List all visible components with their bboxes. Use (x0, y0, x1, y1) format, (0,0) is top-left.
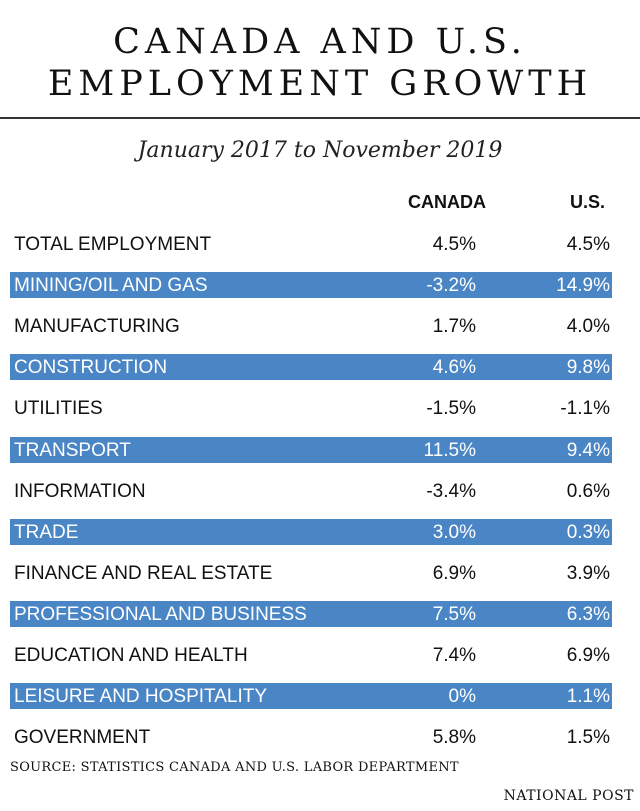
row-label: INFORMATION (14, 481, 146, 502)
row-label: UTILITIES (14, 398, 103, 419)
row-label: TOTAL EMPLOYMENT (14, 234, 212, 255)
canada-value: 4.6% (432, 357, 476, 378)
us-value: 9.4% (566, 440, 610, 461)
table-row: TOTAL EMPLOYMENT 4.5% 4.5% (10, 231, 612, 257)
canada-value: 11.5% (423, 440, 476, 461)
canada-value: -3.2% (426, 275, 476, 296)
us-value: 3.9% (566, 563, 610, 584)
source-note: SOURCE: STATISTICS CANADA AND U.S. LABOR… (10, 760, 459, 775)
canada-value: 1.7% (432, 316, 476, 337)
canada-value: 7.5% (432, 604, 476, 625)
row-label: MANUFACTURING (14, 316, 180, 337)
row-label: GOVERNMENT (14, 727, 151, 748)
row-label: CONSTRUCTION (14, 357, 168, 378)
table-row: PROFESSIONAL AND BUSINESS 7.5% 6.3% (10, 601, 612, 627)
publisher-logo: NATIONAL POST (503, 788, 634, 804)
us-value: 0.3% (566, 522, 610, 543)
table-row: CONSTRUCTION 4.6% 9.8% (10, 354, 612, 380)
row-label: TRADE (14, 522, 79, 543)
row-label: MINING/OIL AND GAS (14, 275, 208, 296)
table-row: EDUCATION AND HEALTH 7.4% 6.9% (10, 642, 612, 668)
chart-subtitle: January 2017 to November 2019 (137, 138, 503, 163)
title-divider (0, 117, 640, 119)
table-row: GOVERNMENT 5.8% 1.5% (10, 724, 612, 750)
table-row: TRANSPORT 11.5% 9.4% (10, 437, 612, 463)
row-label: TRANSPORT (14, 440, 131, 461)
chart-title-line1: CANADA AND U.S. (113, 22, 527, 62)
chart-title-line2: EMPLOYMENT GROWTH (47, 64, 593, 104)
row-label: FINANCE AND REAL ESTATE (14, 563, 273, 584)
table-row: FINANCE AND REAL ESTATE 6.9% 3.9% (10, 560, 612, 586)
row-label: EDUCATION AND HEALTH (14, 645, 248, 666)
table-row: INFORMATION -3.4% 0.6% (10, 478, 612, 504)
table-row: MINING/OIL AND GAS -3.2% 14.9% (10, 272, 612, 298)
canada-value: -3.4% (426, 481, 476, 502)
canada-value: 5.8% (432, 727, 476, 748)
canada-value: 6.9% (432, 563, 476, 584)
us-value: 4.0% (566, 316, 610, 337)
canada-value: -1.5% (426, 398, 476, 419)
us-value: 9.8% (566, 357, 610, 378)
us-value: 6.9% (566, 645, 610, 666)
canada-value: 0% (448, 686, 476, 707)
row-label: LEISURE AND HOSPITALITY (14, 686, 268, 707)
table-row: UTILITIES -1.5% -1.1% (10, 395, 612, 421)
table-row: MANUFACTURING 1.7% 4.0% (10, 313, 612, 339)
row-label: PROFESSIONAL AND BUSINESS (14, 604, 307, 625)
us-value: 1.5% (566, 727, 610, 748)
table-row: TRADE 3.0% 0.3% (10, 519, 612, 545)
us-value: 0.6% (566, 481, 610, 502)
us-value: 6.3% (566, 604, 610, 625)
us-value: 1.1% (566, 686, 610, 707)
canada-value: 3.0% (432, 522, 476, 543)
us-value: 4.5% (566, 234, 610, 255)
column-header-us: U.S. (570, 192, 606, 212)
column-header-canada: CANADA (408, 192, 486, 212)
table-row: LEISURE AND HOSPITALITY 0% 1.1% (10, 683, 612, 709)
canada-value: 7.4% (432, 645, 476, 666)
us-value: 14.9% (556, 275, 610, 296)
canada-value: 4.5% (432, 234, 476, 255)
us-value: -1.1% (560, 398, 610, 419)
